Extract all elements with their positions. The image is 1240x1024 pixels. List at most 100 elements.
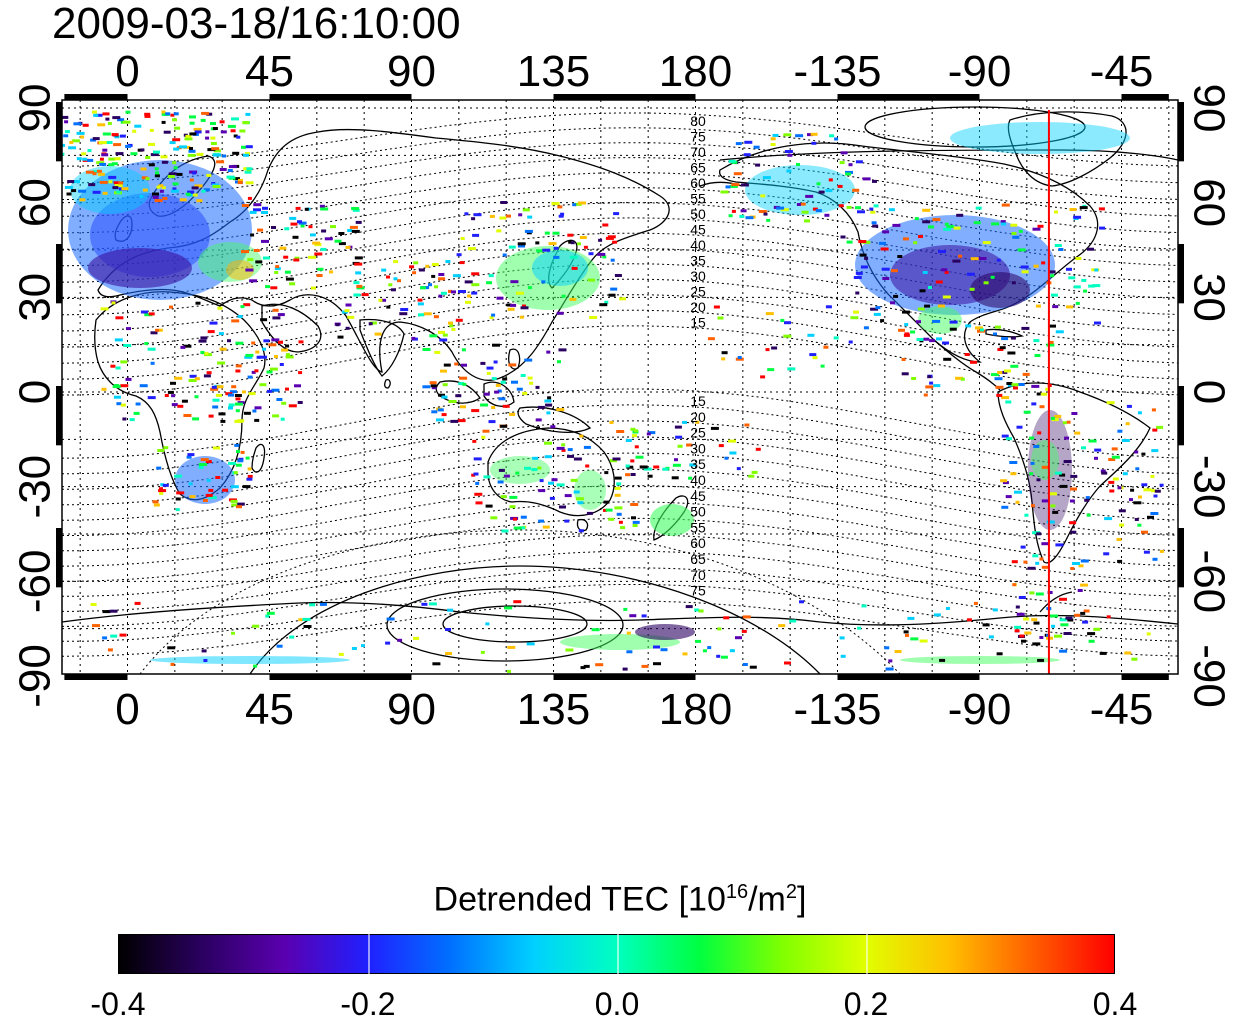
tec-speckle — [1059, 597, 1067, 601]
tec-speckle — [610, 258, 615, 262]
tec-speckle — [925, 385, 934, 389]
tec-speckle — [139, 384, 148, 388]
tec-speckle — [1141, 452, 1146, 456]
tec-speckle — [88, 183, 96, 187]
tec-speckle — [473, 472, 479, 476]
tec-speckle — [904, 323, 909, 327]
tec-speckle — [685, 605, 693, 609]
lon-tick-label-bottom: 45 — [245, 685, 294, 734]
tec-speckle — [660, 648, 668, 652]
tec-speckle — [1039, 636, 1044, 639]
tec-speckle — [1004, 369, 1011, 373]
tec-speckle — [252, 624, 260, 628]
tec-speckle — [434, 350, 441, 354]
tec-speckle — [863, 326, 869, 330]
tec-speckle — [242, 121, 250, 125]
tec-speckle — [192, 417, 200, 421]
tec-speckle — [725, 185, 731, 189]
tec-speckle — [585, 464, 590, 468]
lon-tick-label-bottom: -45 — [1090, 685, 1154, 734]
tec-speckle — [185, 192, 191, 196]
lon-tick-label-top: 180 — [659, 47, 732, 96]
tec-speckle — [171, 403, 178, 407]
tec-speckle — [862, 177, 871, 181]
tec-speckle — [351, 207, 360, 210]
tec-speckle — [354, 262, 363, 266]
tec-speckle — [522, 304, 526, 308]
tec-speckle — [302, 617, 311, 621]
tec-speckle — [461, 363, 467, 367]
tec-speckle — [443, 363, 451, 367]
tec-speckle — [255, 260, 263, 264]
tec-speckle — [923, 337, 930, 341]
tec-speckle — [1080, 559, 1089, 563]
tec-speckle — [689, 463, 697, 467]
tec-speckle — [848, 340, 853, 344]
tec-speckle — [614, 274, 622, 277]
tec-speckle — [717, 627, 722, 631]
tec-speckle — [188, 482, 193, 486]
tec-speckle — [134, 601, 141, 605]
tec-speckle — [412, 271, 417, 275]
tec-speckle — [201, 649, 207, 653]
tec-speckle — [1074, 613, 1081, 617]
tec-speckle — [210, 136, 216, 140]
tec-speckle — [186, 455, 192, 459]
tec-speckle — [561, 443, 566, 447]
tec-speckle — [205, 460, 212, 464]
tec-speckle — [249, 279, 258, 283]
frame-tick-bar — [64, 94, 128, 100]
tec-speckle — [489, 316, 494, 320]
tec-speckle — [281, 401, 287, 405]
tec-speckle — [882, 277, 890, 280]
tec-speckle — [653, 662, 661, 666]
tec-speckle — [614, 506, 623, 510]
tec-speckle — [161, 160, 168, 164]
tec-speckle — [237, 459, 244, 463]
tec-speckle — [189, 495, 196, 499]
tec-speckle — [729, 184, 738, 188]
tec-speckle — [78, 189, 87, 193]
tec-speckle — [114, 338, 123, 342]
tec-speckle — [935, 280, 943, 284]
tec-speckle — [674, 425, 682, 429]
tec-speckle — [266, 370, 273, 374]
tec-speckle — [731, 209, 736, 213]
tec-speckle — [480, 650, 485, 654]
tec-speckle — [1108, 480, 1115, 484]
tec-speckle — [397, 279, 401, 283]
tec-speckle — [1079, 206, 1088, 210]
tec-speckle — [855, 271, 863, 275]
tec-speckle — [194, 377, 200, 381]
tec-speckle — [183, 344, 192, 348]
tec-speckle — [916, 338, 924, 341]
tec-speckle — [1055, 330, 1064, 334]
tec-speckle — [227, 169, 233, 172]
tec-speckle — [1046, 520, 1055, 524]
tec-speckle — [805, 194, 814, 198]
tec-speckle — [486, 371, 491, 375]
tec-speckle — [181, 399, 188, 403]
tec-speckle — [800, 202, 806, 206]
tec-speckle — [467, 247, 476, 251]
tec-speckle — [1034, 354, 1041, 357]
tec-speckle — [1022, 372, 1030, 376]
tec-speckle — [90, 603, 97, 606]
contour-label: 70 — [690, 567, 706, 583]
tec-speckle — [923, 393, 928, 397]
lat-tick-label-left: 30 — [11, 273, 60, 322]
tec-speckle — [1033, 264, 1039, 268]
tec-speckle — [437, 408, 444, 412]
tec-speckle — [538, 489, 546, 493]
tec-speckle — [312, 241, 321, 245]
tec-speckle — [646, 432, 651, 436]
tec-speckle — [1039, 557, 1044, 561]
tec-speckle — [353, 281, 360, 285]
tec-speckle — [1023, 617, 1030, 621]
tec-speckle — [1029, 436, 1035, 440]
tec-speckle — [251, 370, 256, 374]
tec-speckle — [101, 387, 107, 391]
tec-speckle — [276, 644, 283, 648]
tec-speckle — [992, 608, 998, 612]
tec-speckle — [140, 310, 148, 314]
